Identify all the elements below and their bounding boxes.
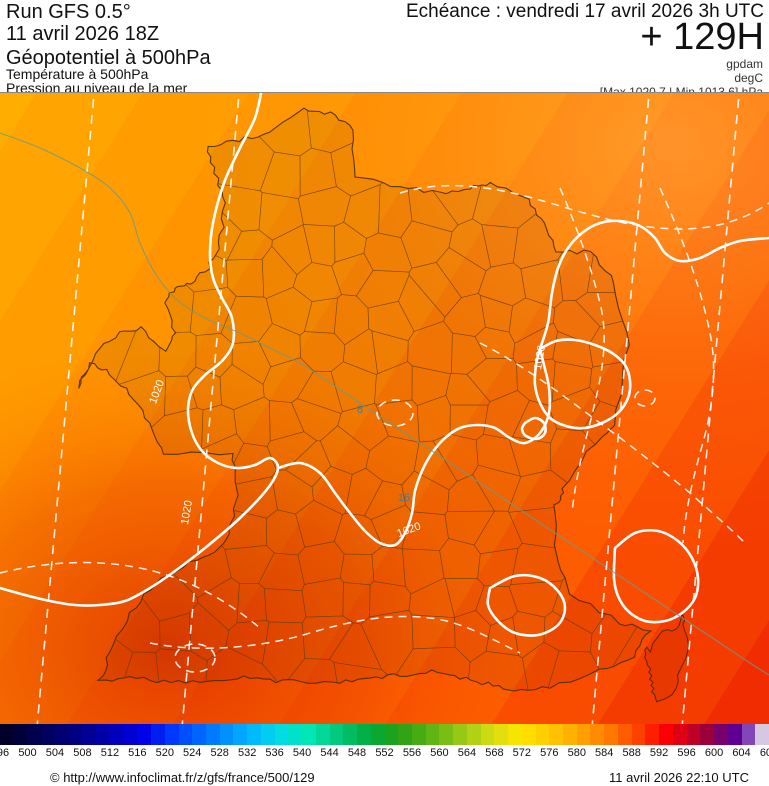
svg-text:8: 8 [357,404,363,416]
svg-text:16: 16 [398,492,410,504]
